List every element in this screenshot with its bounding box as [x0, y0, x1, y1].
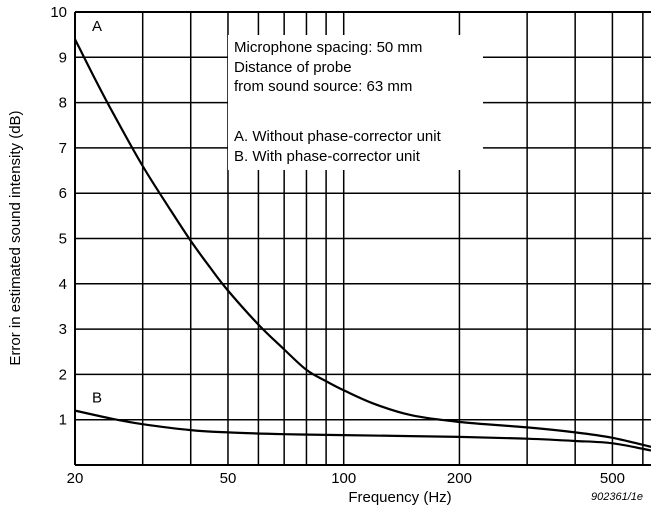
y-axis-label: Error in estimated sound intensity (dB): [7, 110, 24, 365]
legend-entry-a: A. Without phase-corrector unit: [234, 128, 442, 145]
x-tick-label-100: 100: [331, 470, 356, 487]
x-tick-label-500: 500: [600, 470, 625, 487]
y-tick-label-1: 1: [59, 412, 67, 429]
x-axis-label: Frequency (Hz): [348, 489, 451, 506]
plot-frame: [74, 11, 651, 466]
figure-id: 902361/1e: [591, 491, 643, 503]
tick-labels: 1 2 3 4 5 6 7 8 9 10 20 50 100 200 500: [50, 4, 625, 487]
series-layer: AB: [74, 18, 651, 452]
x-tick-label-20: 20: [67, 470, 84, 487]
legend-entry-b: B. With phase-corrector unit: [234, 148, 421, 165]
y-tick-label-2: 2: [59, 366, 67, 383]
annotation-distance-line-2: from sound source: 63 mm: [234, 78, 412, 95]
y-tick-label-7: 7: [59, 140, 67, 157]
y-tick-label-8: 8: [59, 95, 67, 112]
series-label-a: A: [92, 18, 102, 35]
annotation-spacing: Microphone spacing: 50 mm: [234, 39, 422, 56]
y-tick-label-3: 3: [59, 321, 67, 338]
series-line-b: [74, 409, 651, 452]
y-tick-label-5: 5: [59, 231, 67, 248]
annotation-background: [228, 35, 483, 170]
annotation-distance-line-1: Distance of probe: [234, 59, 352, 76]
series-line-a: [74, 38, 651, 448]
y-tick-label-9: 9: [59, 49, 67, 66]
y-tick-label-6: 6: [59, 185, 67, 202]
x-tick-label-200: 200: [447, 470, 472, 487]
x-tick-label-50: 50: [220, 470, 237, 487]
y-tick-label-4: 4: [59, 276, 67, 293]
y-tick-label-10: 10: [50, 4, 67, 21]
series-label-b: B: [92, 390, 102, 407]
